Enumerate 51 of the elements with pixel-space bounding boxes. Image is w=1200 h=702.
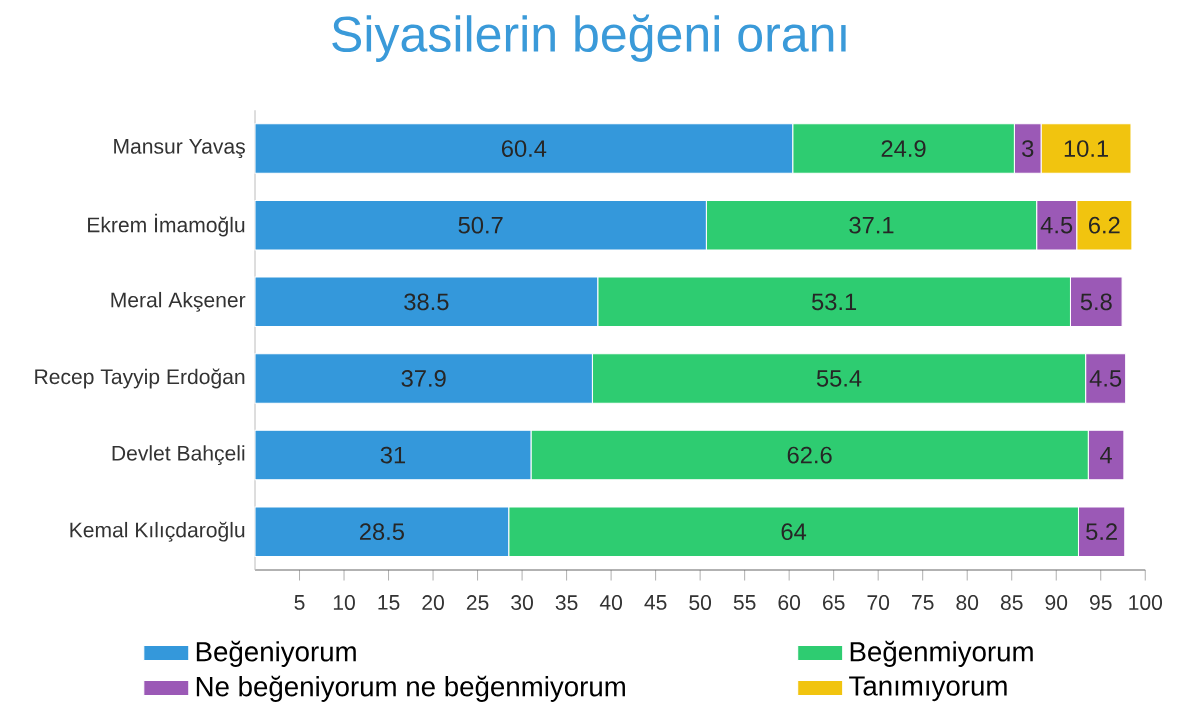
chart-title: Siyasilerin beğeni oranı [332, 14, 846, 62]
y-tick-label: Mansur Yavaş [114, 139, 245, 159]
x-tick-label: 70 [867, 595, 890, 611]
legend-label: Tanımıyorum [849, 676, 1007, 702]
y-tick-label: Kemal Kılıçdaroğlu [70, 521, 245, 542]
x-tick-label: 25 [466, 595, 489, 611]
data-label: 31 [380, 446, 406, 464]
x-tick-label: 75 [912, 595, 934, 610]
x-tick-label: 60 [778, 595, 801, 611]
legend-label: Beğeniyorum [196, 640, 356, 667]
data-label: 10.1 [1064, 140, 1108, 157]
data-label: 6.2 [1089, 216, 1120, 234]
x-tick-label: 40 [599, 595, 623, 611]
x-tick-label: 90 [1045, 595, 1068, 611]
x-tick-label: 5 [294, 595, 305, 610]
data-label: 64 [781, 523, 807, 541]
data-label: 50.7 [458, 216, 503, 234]
legend-label: Beğenmiyorum [850, 640, 1033, 667]
x-tick-label: 35 [555, 595, 578, 611]
x-tick-label: 80 [956, 595, 979, 611]
data-label: 60.4 [501, 140, 547, 157]
data-label: 37.1 [849, 216, 894, 234]
x-tick-label: 85 [1000, 595, 1023, 611]
x-tick-label: 15 [378, 595, 400, 610]
data-label: 53.1 [811, 293, 857, 311]
data-label: 24.9 [881, 140, 926, 157]
data-label: 38.5 [404, 293, 449, 311]
data-label: 3 [1022, 140, 1034, 157]
data-label: 55.4 [816, 370, 862, 387]
data-label: 5.2 [1086, 523, 1117, 541]
legend-label: Ne beğeniyorum ne beğenmiyorum [196, 675, 625, 702]
x-tick-label: 30 [511, 595, 533, 611]
x-tick-label: 10 [333, 595, 355, 611]
data-label: 4 [1100, 446, 1112, 464]
data-label: 5.8 [1080, 293, 1112, 311]
x-tick-label: 65 [823, 595, 845, 611]
data-label: 28.5 [359, 523, 404, 541]
x-tick-label: 95 [1090, 595, 1112, 611]
y-tick-label: Meral Akşener [111, 291, 246, 312]
y-tick-label: Recep Tayyip Erdoğan [35, 368, 245, 389]
y-tick-label: Ekrem İmamoğlu [88, 213, 245, 237]
x-tick-label: 45 [644, 595, 667, 610]
data-label: 4.5 [1040, 216, 1073, 234]
x-tick-label: 50 [689, 595, 712, 611]
x-tick-label: 100 [1129, 595, 1163, 611]
x-tick-label: 55 [733, 595, 756, 610]
data-label: 37.9 [401, 370, 446, 387]
data-label: 4.5 [1089, 370, 1122, 387]
y-tick-label: Devlet Bahçeli [112, 445, 245, 465]
x-tick-label: 20 [422, 595, 444, 611]
data-label: 62.6 [787, 446, 832, 464]
